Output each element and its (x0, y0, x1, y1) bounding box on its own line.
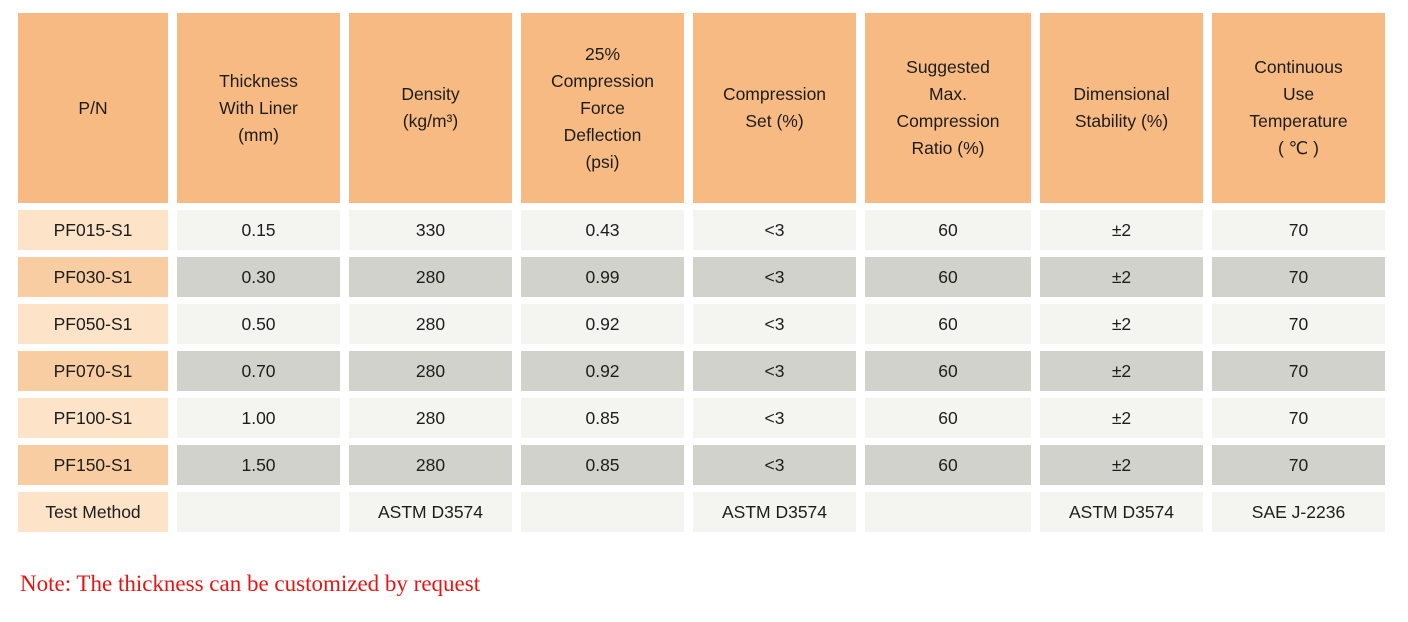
data-cell: <3 (693, 210, 856, 250)
data-cell: SAE J-2236 (1212, 492, 1385, 532)
data-cell: 0.92 (521, 304, 684, 344)
data-cell: 280 (349, 398, 512, 438)
test-method-row: Test Method ASTM D3574 ASTM D3574 ASTM D… (18, 492, 1385, 532)
column-header-dimensional-stability: Dimensional Stability (%) (1040, 13, 1203, 203)
data-cell: 60 (865, 351, 1031, 391)
table-row: PF100-S1 1.00 280 0.85 <3 60 ±2 70 (18, 398, 1385, 438)
data-cell: <3 (693, 445, 856, 485)
data-cell: ±2 (1040, 304, 1203, 344)
pn-cell: Test Method (18, 492, 168, 532)
data-cell: ASTM D3574 (1040, 492, 1203, 532)
data-cell: 60 (865, 210, 1031, 250)
table-row: PF030-S1 0.30 280 0.99 <3 60 ±2 70 (18, 257, 1385, 297)
data-cell: 280 (349, 351, 512, 391)
data-cell: 0.99 (521, 257, 684, 297)
data-cell: 70 (1212, 304, 1385, 344)
data-cell: 70 (1212, 257, 1385, 297)
data-cell: 0.92 (521, 351, 684, 391)
data-cell: ASTM D3574 (693, 492, 856, 532)
data-cell: <3 (693, 351, 856, 391)
data-cell: ±2 (1040, 398, 1203, 438)
pn-cell: PF015-S1 (18, 210, 168, 250)
data-cell: <3 (693, 257, 856, 297)
pn-cell: PF150-S1 (18, 445, 168, 485)
data-cell: 0.15 (177, 210, 340, 250)
data-cell: 1.50 (177, 445, 340, 485)
table-row: PF015-S1 0.15 330 0.43 <3 60 ±2 70 (18, 210, 1385, 250)
data-cell: ±2 (1040, 257, 1203, 297)
pn-cell: PF100-S1 (18, 398, 168, 438)
column-header-suggested-max-compression-ratio: Suggested Max. Compression Ratio (%) (865, 13, 1031, 203)
data-cell: <3 (693, 398, 856, 438)
header-row: P/N Thickness With Liner (mm) Density (k… (18, 13, 1385, 203)
data-cell: 0.85 (521, 445, 684, 485)
datasheet-page: P/N Thickness With Liner (mm) Density (k… (0, 6, 1408, 622)
data-cell: 0.70 (177, 351, 340, 391)
data-cell: 0.85 (521, 398, 684, 438)
column-header-density: Density (kg/m³) (349, 13, 512, 203)
data-cell: ASTM D3574 (349, 492, 512, 532)
data-cell: ±2 (1040, 210, 1203, 250)
data-cell: 70 (1212, 398, 1385, 438)
data-cell: 70 (1212, 210, 1385, 250)
column-header-thickness: Thickness With Liner (mm) (177, 13, 340, 203)
column-header-compression-force-deflection: 25% Compression Force Deflection (psi) (521, 13, 684, 203)
data-cell: 0.50 (177, 304, 340, 344)
data-cell: ±2 (1040, 445, 1203, 485)
column-header-continuous-use-temperature: Continuous Use Temperature ( ℃ ) (1212, 13, 1385, 203)
data-cell: ±2 (1040, 351, 1203, 391)
data-cell: 60 (865, 257, 1031, 297)
data-cell: <3 (693, 304, 856, 344)
column-header-pn: P/N (18, 13, 168, 203)
pn-cell: PF070-S1 (18, 351, 168, 391)
data-cell: 280 (349, 257, 512, 297)
data-cell: 280 (349, 304, 512, 344)
data-cell: 70 (1212, 351, 1385, 391)
data-cell (521, 492, 684, 532)
table-row: PF050-S1 0.50 280 0.92 <3 60 ±2 70 (18, 304, 1385, 344)
data-cell: 1.00 (177, 398, 340, 438)
pn-cell: PF050-S1 (18, 304, 168, 344)
note-text: Note: The thickness can be customized by… (20, 571, 481, 596)
data-cell: 60 (865, 445, 1031, 485)
column-header-compression-set: Compression Set (%) (693, 13, 856, 203)
data-cell: 0.30 (177, 257, 340, 297)
pn-cell: PF030-S1 (18, 257, 168, 297)
data-cell (177, 492, 340, 532)
data-cell (865, 492, 1031, 532)
table-row: PF150-S1 1.50 280 0.85 <3 60 ±2 70 (18, 445, 1385, 485)
spec-table: P/N Thickness With Liner (mm) Density (k… (9, 6, 1394, 539)
table-row: PF070-S1 0.70 280 0.92 <3 60 ±2 70 (18, 351, 1385, 391)
data-cell: 60 (865, 304, 1031, 344)
data-cell: 60 (865, 398, 1031, 438)
data-cell: 70 (1212, 445, 1385, 485)
data-cell: 0.43 (521, 210, 684, 250)
data-cell: 280 (349, 445, 512, 485)
data-cell: 330 (349, 210, 512, 250)
